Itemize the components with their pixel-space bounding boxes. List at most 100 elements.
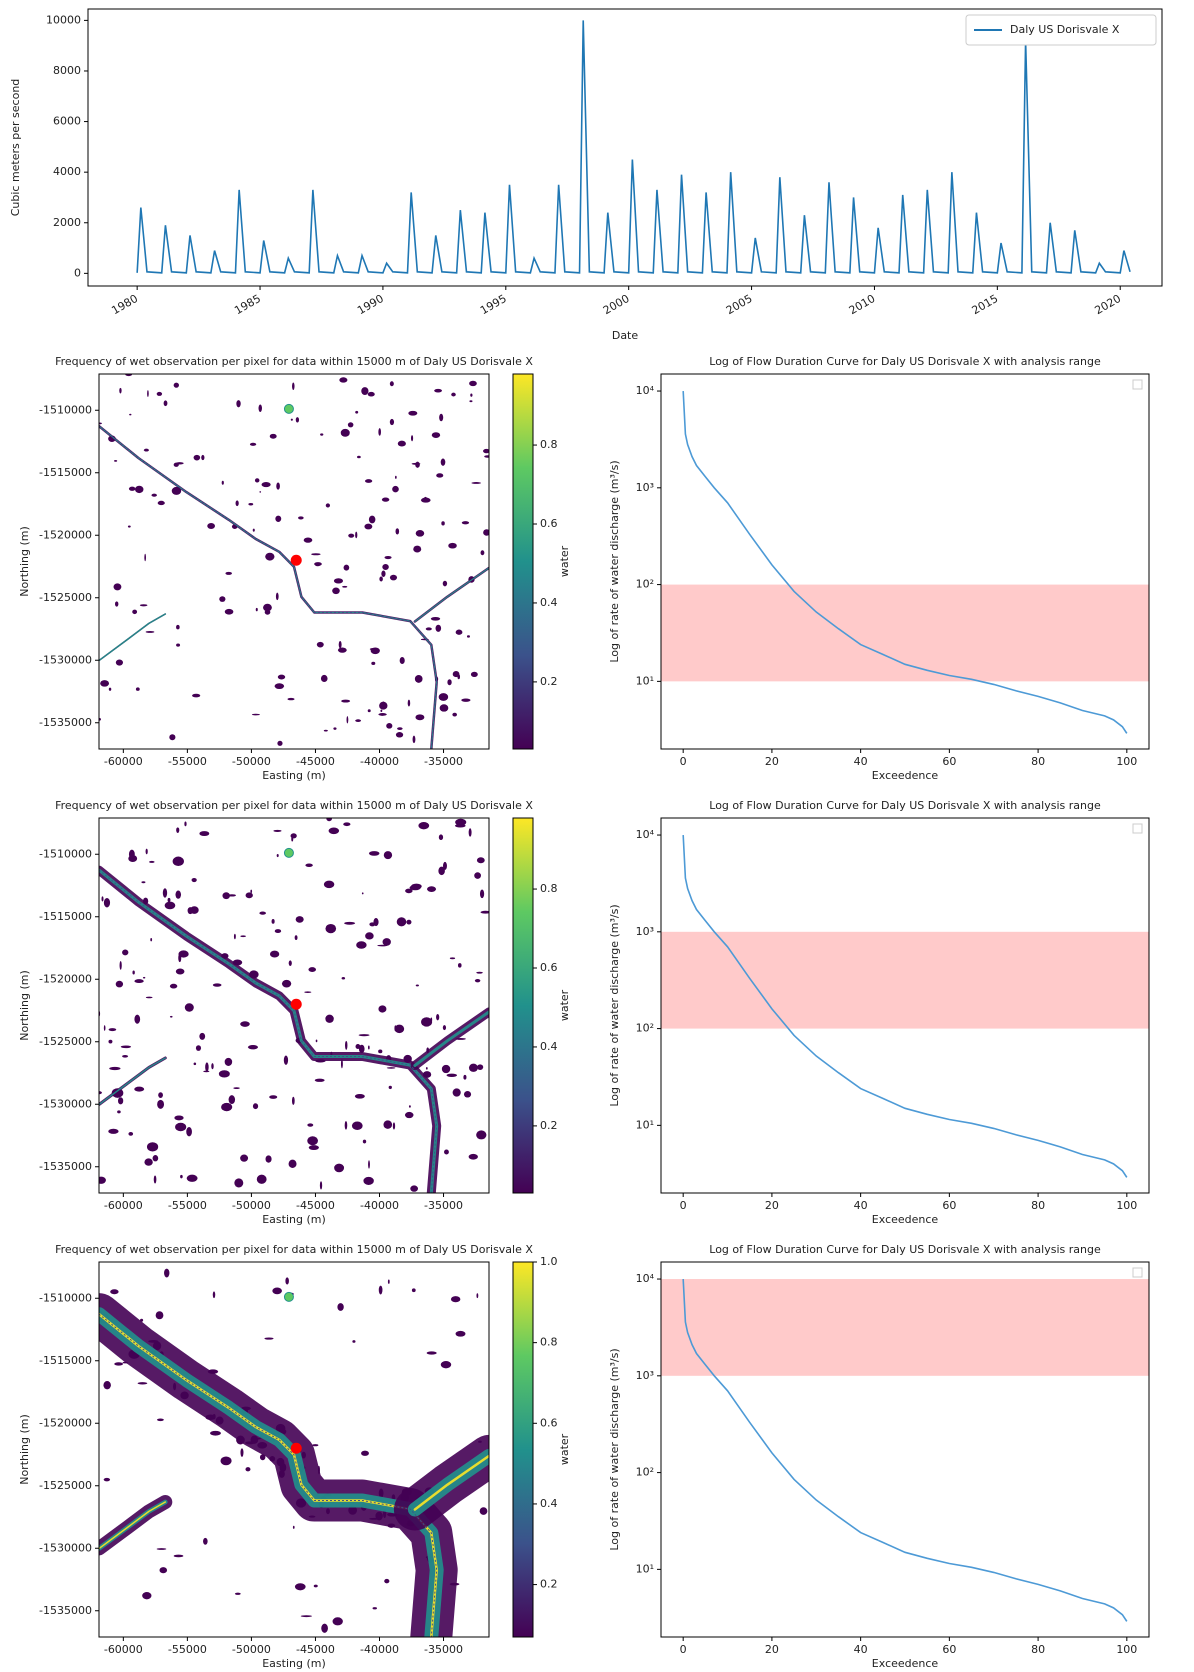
water-patch	[234, 1178, 244, 1188]
water-patch	[174, 1115, 184, 1121]
water-patch	[122, 949, 129, 956]
colorbar	[512, 1261, 534, 1638]
water-patch	[274, 683, 285, 690]
water-patch	[315, 1039, 318, 1043]
y-axis-label: Log of rate of water discharge (m³/s)	[608, 460, 621, 662]
empty-legend	[1132, 1267, 1143, 1278]
water-patch	[313, 1584, 318, 1588]
chart-title: Log of Flow Duration Curve for Daly US D…	[709, 799, 1101, 812]
y-tick-label: -1530000	[39, 1541, 92, 1554]
y-tick-label: 10³	[636, 1369, 654, 1382]
colorbar-tick-label: 0.4	[540, 1040, 558, 1053]
water-patch	[316, 641, 324, 648]
x-tick-label: 40	[854, 1643, 868, 1656]
river	[414, 567, 489, 623]
y-tick-label: -1520000	[39, 1416, 92, 1429]
water-patch	[343, 822, 351, 827]
river-edge	[99, 1313, 438, 1637]
water-patch	[354, 1093, 365, 1099]
water-patch	[434, 388, 442, 393]
water-patch	[455, 818, 467, 826]
water-patch	[415, 714, 425, 721]
water-patch	[290, 418, 293, 421]
x-tick-label: -60000	[104, 1199, 143, 1212]
x-tick-label: 60	[942, 755, 956, 768]
water-patch	[358, 1044, 365, 1054]
water-patch	[275, 592, 279, 601]
water-patch	[339, 377, 348, 383]
water-patch	[355, 1044, 361, 1049]
empty-legend	[1132, 823, 1143, 834]
water-patch	[184, 821, 187, 827]
water-patch	[115, 659, 124, 666]
water-patch	[387, 1279, 390, 1284]
water-patch	[303, 537, 313, 543]
water-patch	[415, 530, 425, 537]
water-patch	[389, 381, 394, 387]
water-patch	[132, 970, 135, 975]
water-patch	[328, 827, 340, 835]
water-patch	[397, 440, 406, 447]
water-patch	[388, 1085, 392, 1090]
water-patch	[332, 587, 340, 595]
analysis-band	[661, 1279, 1149, 1376]
colorbar-tick-label: 0.2	[540, 675, 558, 688]
colorbar-tick-label: 0.2	[540, 1119, 558, 1132]
water-patch	[463, 1090, 472, 1098]
water-patch	[344, 921, 356, 925]
water-patch	[128, 849, 135, 859]
water-patch	[114, 1362, 123, 1366]
map-image	[99, 818, 489, 1193]
water-patch	[212, 1291, 216, 1299]
plot-frame	[98, 1261, 490, 1638]
water-patch	[144, 553, 146, 562]
water-patch	[361, 892, 364, 895]
water-patch	[439, 413, 444, 422]
water-patch	[430, 617, 441, 621]
water-patch	[163, 400, 168, 407]
x-tick-label: 20	[765, 1199, 779, 1212]
colorbar-label: water	[558, 545, 571, 577]
water-patch	[151, 493, 157, 497]
water-patch	[474, 979, 481, 983]
water-patch	[292, 382, 295, 391]
water-patch	[199, 1032, 206, 1040]
water-patch	[276, 853, 279, 858]
water-patch	[134, 1086, 145, 1092]
water-patch	[355, 531, 358, 539]
water-patch	[164, 1268, 170, 1278]
water-patch	[397, 727, 403, 731]
water-patch	[176, 624, 180, 630]
y-tick-label: -1520000	[39, 528, 92, 541]
y-tick-label: -1515000	[39, 910, 92, 923]
water-patch	[233, 1087, 240, 1089]
y-tick-label: 10⁴	[636, 384, 655, 397]
water-patch	[443, 861, 447, 870]
water-patch	[156, 1548, 167, 1550]
water-patch	[240, 1154, 249, 1162]
water-patch	[169, 1015, 173, 1018]
x-tick-label: 40	[854, 755, 868, 768]
water-patch	[295, 916, 304, 923]
x-tick-label: -40000	[360, 1643, 399, 1656]
water-patch	[451, 392, 456, 397]
water-patch	[173, 382, 179, 388]
water-patch	[184, 1003, 194, 1012]
water-patch	[364, 479, 373, 483]
water-patch	[139, 604, 148, 607]
x-tick-label: -35000	[424, 1199, 463, 1212]
x-tick-label: -45000	[296, 1643, 335, 1656]
water-patch	[218, 1070, 230, 1078]
y-axis-label: Log of rate of water discharge (m³/s)	[608, 1348, 621, 1550]
water-patch	[356, 941, 367, 949]
water-patch	[169, 734, 176, 741]
pond	[283, 1291, 294, 1302]
water-patch	[340, 428, 350, 437]
water-patch	[352, 1340, 356, 1343]
y-tick-label: 10³	[636, 481, 654, 494]
water-patch	[325, 503, 330, 508]
water-patch	[283, 1055, 289, 1065]
x-tick-label: 80	[1031, 1199, 1045, 1212]
colorbar-tick-label: 0.8	[540, 882, 558, 895]
water-patch	[389, 418, 395, 426]
